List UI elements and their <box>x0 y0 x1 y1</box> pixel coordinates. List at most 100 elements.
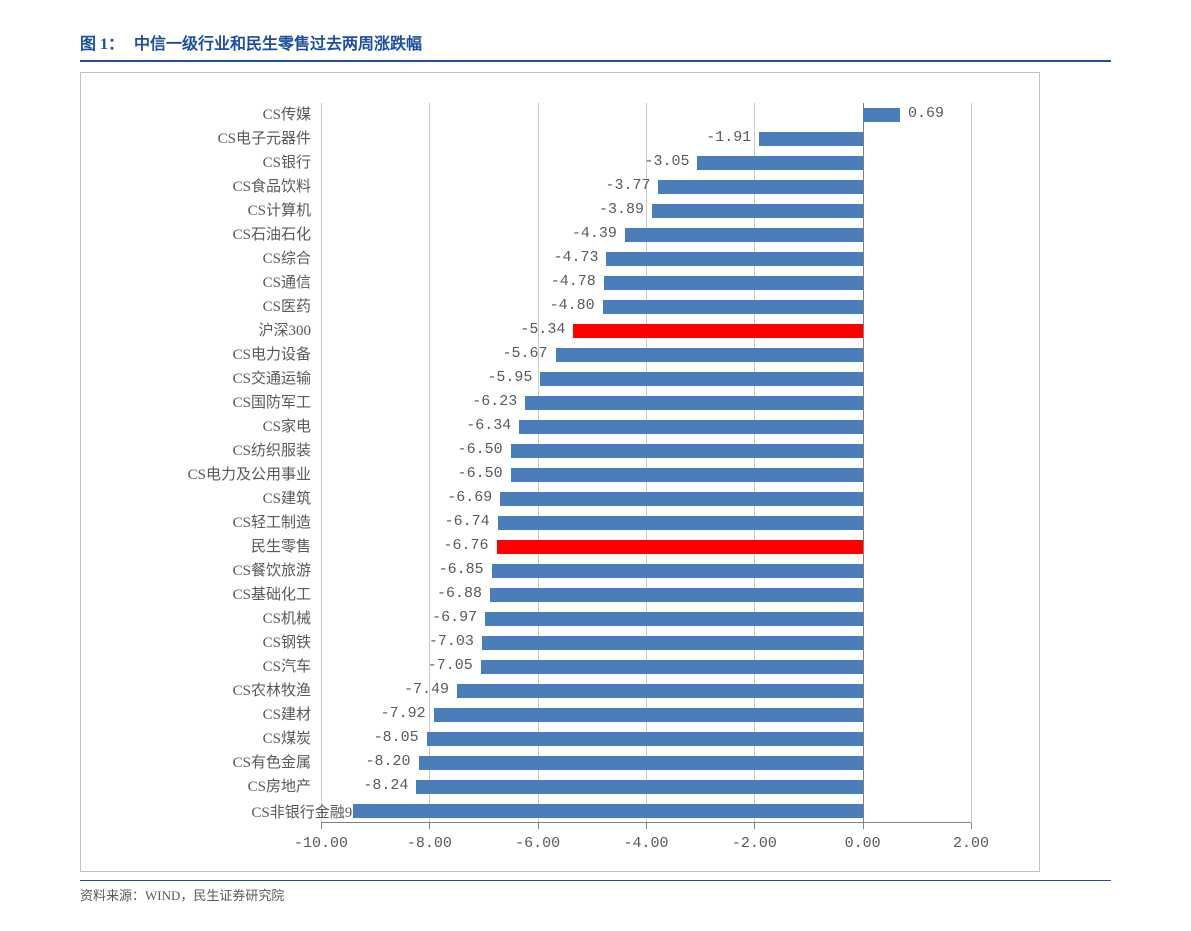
bar-row: 沪深300 -5.34 <box>121 319 999 343</box>
bar-row: CS基础化工-6.88 <box>121 583 999 607</box>
bar-category-label: CS家电 <box>121 415 317 436</box>
bar-category-label: CS农林牧渔 <box>121 679 317 700</box>
x-tick <box>754 823 755 829</box>
bar-value-label: -7.03 <box>429 633 474 650</box>
bar <box>540 372 862 386</box>
bar <box>481 660 863 674</box>
bar-value-label: -3.05 <box>644 153 689 170</box>
bar-row: CS通信 -4.78 <box>121 271 999 295</box>
bar <box>606 252 862 266</box>
bar-value-label: -7.92 <box>381 705 426 722</box>
bar-row: CS医药-4.80 <box>121 295 999 319</box>
bar-row: CS家电 -6.34 <box>121 415 999 439</box>
bar-category-label: CS电力及公用事业 <box>121 463 317 484</box>
bar-row: CS有色金属 -8.20 <box>121 751 999 775</box>
bar-row: CS银行 -3.05 <box>121 151 999 175</box>
plot-area: -10.00-8.00-6.00-4.00-2.000.002.00CS传媒0.… <box>121 103 999 823</box>
bar-row: CS综合 -4.73 <box>121 247 999 271</box>
bar-value-label: -4.73 <box>553 249 598 266</box>
bar <box>863 108 900 122</box>
bar-row: CS非银行金融9.41 <box>121 799 999 823</box>
bar-value-label: -6.34 <box>466 417 511 434</box>
bar-row: CS电力设备-5.67 <box>121 343 999 367</box>
x-axis-label: -2.00 <box>732 835 777 852</box>
chart-frame: -10.00-8.00-6.00-4.00-2.000.002.00CS传媒0.… <box>80 72 1040 872</box>
bar-row: CS电子元器件-1.91 <box>121 127 999 151</box>
bar <box>353 804 863 818</box>
bar-category-label: CS有色金属 <box>121 751 317 772</box>
bar-value-label: -8.20 <box>365 753 410 770</box>
bar <box>697 156 862 170</box>
bar-category-label: CS煤炭 <box>121 727 317 748</box>
bar-category-label: CS房地产 <box>121 775 317 796</box>
bar <box>511 444 863 458</box>
bar-value-label: -6.74 <box>445 513 490 530</box>
bar-row: CS钢铁-7.03 <box>121 631 999 655</box>
bar-category-label: CS传媒 <box>121 103 317 124</box>
bar-highlight <box>497 540 863 554</box>
bar <box>759 132 862 146</box>
bar-category-label: CS计算机 <box>121 199 317 220</box>
bar <box>416 780 862 794</box>
bar-category-label: 沪深300 <box>121 319 317 340</box>
x-axis-label: -6.00 <box>515 835 560 852</box>
x-tick <box>863 823 864 829</box>
bar <box>419 756 863 770</box>
bar-category-label: CS轻工制造 <box>121 511 317 532</box>
bar <box>519 420 862 434</box>
bar-value-label: -8.05 <box>374 729 419 746</box>
bar-value-label: -6.97 <box>432 609 477 626</box>
bar-value-label: -3.77 <box>605 177 650 194</box>
bar-category-label: CS食品饮料 <box>121 175 317 196</box>
x-tick <box>429 823 430 829</box>
bar-row: CS国防军工-6.23 <box>121 391 999 415</box>
bar-category-label: CS医药 <box>121 295 317 316</box>
bar <box>492 564 863 578</box>
bar-category-label: CS汽车 <box>121 655 317 676</box>
bar-category-label: CS餐饮旅游 <box>121 559 317 580</box>
x-tick <box>538 823 539 829</box>
bar-value-label: -4.39 <box>572 225 617 242</box>
bar-row: CS食品饮料 -3.77 <box>121 175 999 199</box>
bar-category-label: CS国防军工 <box>121 391 317 412</box>
bar <box>490 588 863 602</box>
x-axis-label: -8.00 <box>407 835 452 852</box>
bar-row: CS轻工制造 -6.74 <box>121 511 999 535</box>
bar-category-label: CS通信 <box>121 271 317 292</box>
bar <box>500 492 862 506</box>
bar-row: CS纺织服装-6.50 <box>121 439 999 463</box>
bar-row: CS建筑-6.69 <box>121 487 999 511</box>
bar-row: CS传媒 0.69 <box>121 103 999 127</box>
bar <box>658 180 862 194</box>
bar-value-label: -3.89 <box>599 201 644 218</box>
bar <box>525 396 862 410</box>
bar-category-label: CS基础化工 <box>121 583 317 604</box>
bar-row: 民生零售-6.76 <box>121 535 999 559</box>
bar-value-label: -6.76 <box>443 537 488 554</box>
bar-value-label: -4.78 <box>551 273 596 290</box>
bar-category-label: CS石油石化 <box>121 223 317 244</box>
source-line: 资料来源：WIND，民生证券研究院 <box>80 880 1111 904</box>
bar-highlight <box>573 324 862 338</box>
bar-category-label: CS综合 <box>121 247 317 268</box>
bar-value-label: -6.85 <box>439 561 484 578</box>
bar-row: CS机械-6.97 <box>121 607 999 631</box>
bar <box>434 708 863 722</box>
x-axis-label: -10.00 <box>294 835 348 852</box>
bar-value-label: -6.50 <box>458 465 503 482</box>
bar <box>604 276 863 290</box>
figure-prefix: 图 1： <box>80 30 124 54</box>
bar-row: CS煤炭 -8.05 <box>121 727 999 751</box>
bar-row: CS汽车-7.05 <box>121 655 999 679</box>
x-tick <box>646 823 647 829</box>
bar-value-label: -5.34 <box>520 321 565 338</box>
bar-value-label: -5.67 <box>503 345 548 362</box>
x-tick <box>321 823 322 829</box>
bar <box>482 636 863 650</box>
bar-value-label: 0.69 <box>908 105 944 122</box>
bar-value-label: -6.69 <box>447 489 492 506</box>
x-tick <box>971 823 972 829</box>
bar <box>427 732 863 746</box>
bar-category-label: CS纺织服装 <box>121 439 317 460</box>
bar-category-label: CS银行 <box>121 151 317 172</box>
